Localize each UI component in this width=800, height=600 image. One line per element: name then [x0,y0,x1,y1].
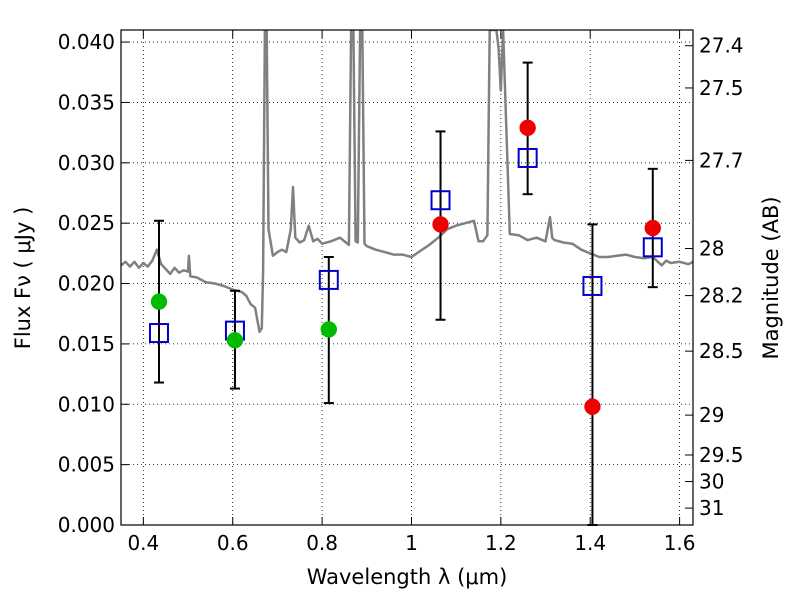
axis-ticks: 0.4 0.6 0.8 1 1.2 1.4 1.6 0.000 0.005 0.010 0.015 0… [58,30,744,555]
circle-marker [226,332,244,349]
y-tick-label: 0.010 [58,392,115,416]
y-tick-label: 0.000 [58,513,115,537]
right-tick-label: 27.7 [699,148,744,172]
y-axis-right-label: Magnitude (AB) [759,196,783,359]
y-tick-label: 0.030 [58,151,115,175]
y-tick-label: 0.015 [58,332,115,356]
plot-frame [120,29,694,526]
x-tick-label: 0.6 [217,531,249,555]
data-markers [148,119,663,415]
right-tick-label: 29 [699,403,724,427]
y-axis-label: Flux Fν ( μJy ) [11,207,35,350]
right-tick-label: 31 [699,496,724,520]
square-marker [430,190,451,211]
right-tick-label: 29.5 [699,443,744,467]
right-tick-label: 30 [699,470,724,494]
circle-marker [432,216,449,233]
square-marker [318,269,339,290]
y-tick-label: 0.035 [58,90,115,114]
x-tick-label: 1.6 [664,531,696,555]
grid-lines [121,30,693,526]
x-tick-label: 1 [405,531,418,555]
right-tick-label: 27.5 [699,76,744,100]
y-tick-label: 0.020 [58,272,115,296]
circle-marker [644,219,662,237]
square-marker [517,147,538,168]
right-tick-label: 27.4 [699,34,744,58]
x-tick-label: 0.4 [127,531,159,555]
x-tick-label: 1.2 [485,531,517,555]
y-tick-label: 0.005 [58,453,115,477]
right-tick-label: 28.5 [699,339,744,363]
circle-marker [150,293,168,310]
square-marker [148,323,169,344]
spectrum-layer [121,30,693,334]
square-marker [642,237,663,258]
circle-marker [320,321,338,338]
circle-marker [584,398,601,415]
spectrum-line [121,30,693,334]
right-tick-label: 28 [699,237,724,261]
square-marker [582,275,603,296]
error-bars [153,61,658,526]
right-tick-label: 28.2 [699,284,744,308]
x-tick-label: 1.4 [574,531,606,555]
y-tick-label: 0.025 [58,211,115,235]
x-tick-label: 0.8 [306,531,338,555]
circle-marker [519,119,536,137]
x-axis-label: Wavelength λ (μm) [307,565,508,589]
y-tick-label: 0.040 [58,30,115,54]
